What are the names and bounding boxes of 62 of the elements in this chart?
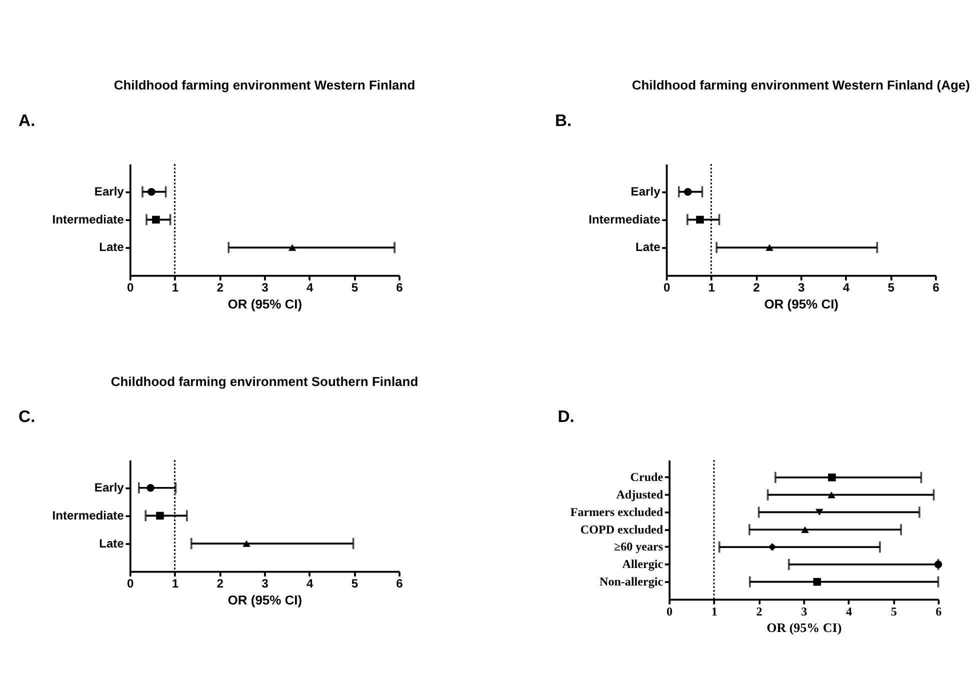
x-axis-title: OR (95% CI)	[764, 296, 839, 312]
x-tick-label: 3	[798, 280, 806, 295]
y-tick-label: ≥60 years	[614, 540, 664, 554]
y-tick-label: Farmers excluded	[570, 504, 664, 519]
y-tick-label: Allergic	[622, 557, 664, 572]
y-tick-label: Crude	[630, 470, 664, 484]
y-tick-label: Early	[94, 184, 124, 199]
chart-title: Childhood farming environment Western Finland (Age)	[632, 78, 970, 93]
x-tick-label: 2	[756, 604, 762, 618]
y-tick-label: COPD excluded	[580, 522, 664, 536]
x-tick-label: 2	[216, 576, 224, 591]
x-tick-label: 4	[842, 280, 850, 295]
x-tick-label: 4	[306, 576, 314, 591]
x-tick-label: 0	[663, 280, 670, 295]
x-tick-label: 5	[351, 576, 358, 591]
x-tick-label: 0	[127, 576, 134, 591]
x-tick-label: 1	[172, 576, 179, 591]
x-tick-label: 0	[666, 604, 673, 618]
y-tick-label: Intermediate	[588, 212, 661, 226]
point	[934, 560, 942, 568]
point	[828, 491, 836, 498]
y-tick-label: Intermediate	[52, 212, 124, 226]
x-tick-label: 6	[932, 280, 940, 295]
x-tick-label: 0	[127, 280, 134, 295]
point	[828, 474, 836, 482]
y-tick-label: Adjusted	[616, 488, 664, 502]
x-tick-label: 1	[711, 604, 718, 618]
y-tick-label: Intermediate	[52, 508, 124, 522]
text: C.	[18, 406, 36, 426]
point	[813, 578, 822, 586]
x-tick-label: 2	[753, 280, 760, 295]
x-axis-title: OR (95% CI)	[228, 592, 302, 608]
x-tick-label: 3	[262, 576, 269, 591]
x-tick-label: 6	[936, 604, 942, 618]
x-tick-label: 5	[351, 280, 358, 295]
text: D.	[558, 406, 574, 426]
y-tick-label: Early	[630, 184, 661, 199]
y-tick-label: Late	[99, 240, 124, 254]
point	[768, 543, 776, 551]
x-tick-label: 3	[801, 604, 808, 618]
point	[801, 526, 809, 533]
x-tick-label: 3	[262, 280, 269, 295]
x-axis-title: OR (95% CI)	[766, 620, 842, 636]
x-tick-label: 6	[396, 280, 404, 295]
text: B.	[554, 110, 572, 130]
x-tick-label: 5	[888, 280, 895, 295]
x-tick-label: 1	[172, 280, 179, 295]
y-tick-label: Early	[94, 480, 124, 495]
x-tick-label: 6	[396, 576, 404, 591]
x-tick-label: 4	[846, 604, 852, 618]
y-tick-label: Late	[99, 536, 124, 550]
x-tick-label: 1	[708, 280, 716, 295]
x-tick-label: 4	[306, 280, 314, 295]
chart-title: Childhood farming environment Western Finland	[114, 78, 416, 93]
x-tick-label: 5	[890, 604, 897, 618]
y-tick-label: Non-allergic	[600, 574, 664, 589]
y-tick-label: Late	[636, 240, 661, 254]
x-tick-label: 2	[216, 280, 224, 295]
x-axis-title: OR (95% CI)	[228, 296, 302, 312]
text: A.	[18, 110, 36, 130]
point	[815, 508, 824, 516]
chart-title: Childhood farming environment Southern Finland	[110, 374, 418, 389]
